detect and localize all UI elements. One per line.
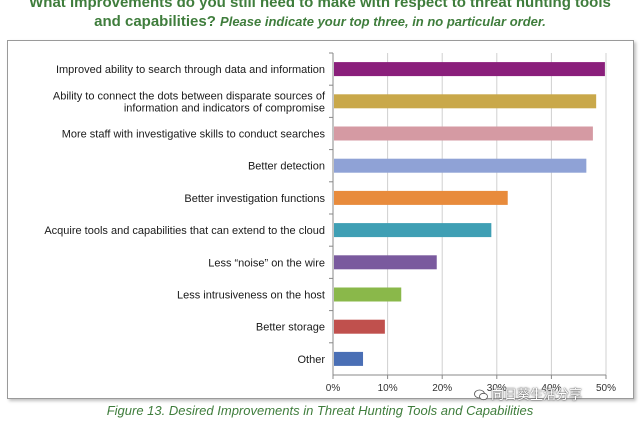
category-label: Better investigation functions bbox=[184, 193, 325, 205]
x-tick-label: 10% bbox=[378, 383, 398, 394]
bar bbox=[334, 319, 385, 334]
x-tick-label: 30% bbox=[487, 383, 507, 394]
chart-subtitle: Please indicate your top three, in no pa… bbox=[220, 14, 546, 29]
category-label: Better detection bbox=[248, 161, 325, 173]
category-label: More staff with investigative skills to … bbox=[62, 129, 326, 141]
x-tick-label: 0% bbox=[326, 383, 341, 394]
bar bbox=[334, 62, 605, 77]
chart-title: What improvements do you still need to m… bbox=[0, 0, 640, 40]
bar bbox=[334, 223, 492, 238]
bar bbox=[334, 287, 402, 302]
category-label: Less “noise” on the wire bbox=[208, 257, 325, 269]
wechat-icon bbox=[474, 389, 488, 401]
bar bbox=[334, 190, 508, 205]
chart-frame: 0% 10% 20% 30% 40% 50% Improved ability to sea… bbox=[7, 40, 634, 399]
bar bbox=[334, 255, 437, 270]
bar bbox=[334, 126, 593, 141]
x-tick-label: 20% bbox=[432, 383, 452, 394]
category-label: Ability to connect the dots between disp… bbox=[53, 90, 326, 114]
bar bbox=[334, 94, 597, 109]
watermark: 向日葵生活分享 bbox=[474, 384, 634, 403]
x-tick-label: 50% bbox=[596, 383, 616, 394]
title-line-2: and capabilities? Please indicate your t… bbox=[0, 12, 640, 31]
category-label: Improved ability to search through data … bbox=[56, 64, 325, 76]
figure-caption: Figure 13. Desired Improvements in Threa… bbox=[106, 403, 534, 418]
bar-chart: 0% 10% 20% 30% 40% 50% Improved ability to sea… bbox=[44, 52, 616, 394]
bar bbox=[334, 351, 364, 366]
title-line-2-text: and capabilities? bbox=[94, 13, 216, 30]
category-label: Better storage bbox=[256, 322, 325, 334]
x-tick-label: 40% bbox=[541, 383, 561, 394]
bar bbox=[334, 158, 587, 173]
title-line-1: What improvements do you still need to m… bbox=[29, 0, 611, 11]
category-label: Less intrusiveness on the host bbox=[177, 290, 325, 302]
category-label: Other bbox=[297, 354, 325, 366]
watermark-text: 向日葵生活分享 bbox=[491, 388, 583, 403]
category-label: Acquire tools and capabilities that can … bbox=[44, 225, 325, 237]
